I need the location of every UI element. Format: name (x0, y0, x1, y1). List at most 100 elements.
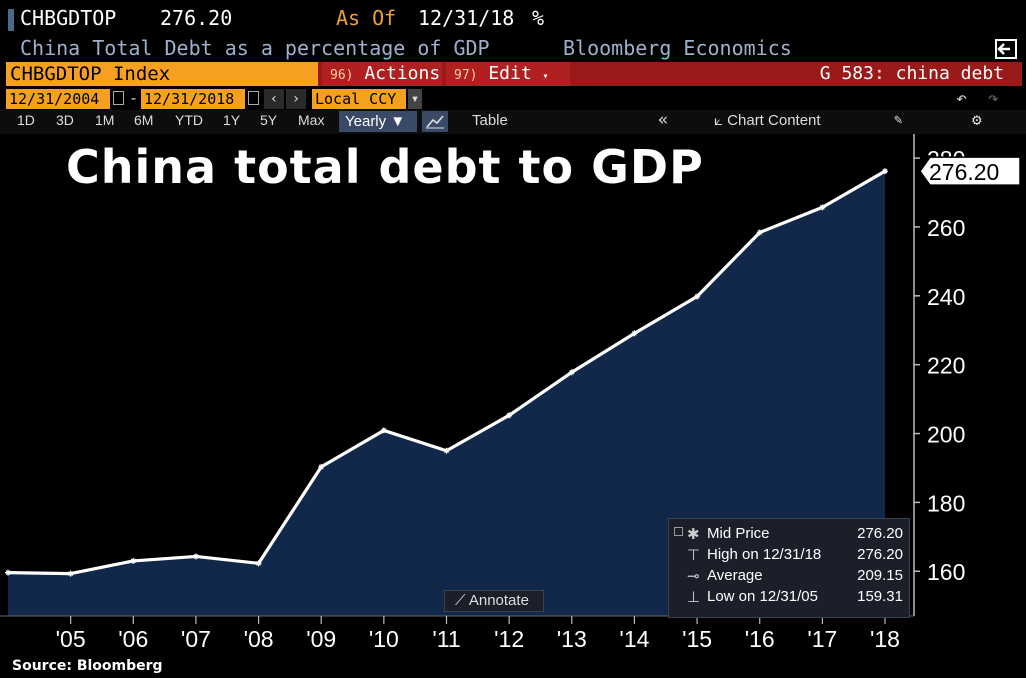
chevron-down-icon[interactable]: ▾ (408, 89, 422, 109)
y-tick-label: 220 (927, 353, 965, 379)
dropdown-arrow-icon: ▾ (542, 71, 549, 82)
y-tick-label: 200 (927, 422, 965, 448)
data-point (67, 570, 74, 577)
data-point (819, 204, 826, 211)
legend-label: High on 12/31/18 (707, 546, 822, 563)
period-3d[interactable]: 3D (56, 112, 74, 128)
series-area (8, 171, 885, 616)
data-point (506, 412, 513, 419)
chevron-right-icon[interactable]: › (286, 89, 306, 109)
x-tick-label: '12 (494, 626, 524, 652)
calendar-icon[interactable] (248, 91, 259, 105)
period-ytd[interactable]: YTD (175, 112, 203, 128)
actions-button[interactable]: 96) Actions ▾ (322, 62, 442, 108)
x-tick-label: '06 (118, 626, 148, 652)
legend-label: Low on 12/31/05 (707, 588, 818, 605)
legend-row: ⊤ High on 12/31/18 276.20 (669, 546, 909, 567)
as-of-label: As Of (336, 6, 397, 30)
legend-value: 276.20 (857, 525, 903, 542)
date-separator: - (129, 89, 139, 107)
collapse-icon[interactable]: « (658, 110, 669, 130)
annotate-button[interactable]: ⟋ Annotate (444, 590, 544, 612)
legend-value: 276.20 (857, 546, 903, 563)
data-point (5, 569, 11, 576)
x-tick-label: '05 (56, 626, 86, 652)
data-point (130, 557, 137, 564)
legend-row: ⊸ Average 209.15 (669, 567, 909, 588)
last-value: 276.20 (160, 6, 233, 30)
period-1d[interactable]: 1D (17, 112, 35, 128)
ticker-marker (8, 9, 14, 31)
y-tick-label: 260 (927, 215, 965, 241)
table-button[interactable]: Table (472, 112, 508, 129)
chart-content-label: Chart Content (727, 112, 821, 129)
ticker-symbol: CHBGDTOP (20, 6, 117, 30)
edit-icon[interactable]: ✎ (894, 112, 903, 128)
annotate-label: Annotate (468, 592, 529, 609)
legend-label: Mid Price (707, 525, 770, 542)
function-title: G 583: china debt (819, 63, 1004, 84)
edit-label: Edit (488, 63, 532, 84)
legend-collapse-icon[interactable] (674, 527, 683, 536)
x-tick-label: '11 (432, 626, 460, 652)
unit-symbol: % (532, 6, 545, 30)
security-description: China Total Debt as a percentage of GDP (20, 36, 490, 60)
redo-icon[interactable]: ↷ (988, 88, 999, 109)
chart-content-button[interactable]: ⟀ Chart Content (714, 112, 821, 129)
x-tick-label: '16 (745, 626, 775, 652)
undo-icon[interactable]: ↶ (956, 88, 967, 109)
period-1y[interactable]: 1Y (223, 112, 241, 128)
data-point (192, 553, 199, 560)
chart-title: China total debt to GDP (66, 140, 704, 194)
pencil-icon: ⟋ (455, 592, 466, 609)
x-tick-label: '13 (557, 626, 587, 652)
data-point (756, 229, 763, 236)
last-value-badge (919, 156, 1021, 186)
chevron-left-icon[interactable]: ‹ (264, 89, 284, 109)
currency-select[interactable]: Local CCY (312, 89, 406, 109)
data-point (318, 463, 325, 470)
x-tick-label: '08 (244, 626, 274, 652)
index-field[interactable]: CHBGDTOP Index (6, 62, 318, 86)
legend[interactable]: ✱ Mid Price 276.20 ⊤ High on 12/31/18 27… (668, 518, 910, 618)
edit-number: 97) (454, 68, 478, 83)
chevron-down-icon: ▼ (390, 113, 406, 130)
y-tick-label: 160 (927, 559, 965, 585)
data-point (694, 293, 701, 300)
data-point (380, 427, 387, 434)
data-point (443, 447, 450, 454)
source-note: Source: Bloomberg (12, 658, 163, 674)
x-tick-label: '18 (870, 626, 900, 652)
x-tick-label: '15 (682, 626, 712, 652)
exit-icon[interactable] (994, 38, 1018, 60)
average-icon: ⊸ (687, 568, 700, 585)
end-date-input[interactable]: 12/31/2018 (141, 89, 245, 109)
as-of-date: 12/31/18 (418, 6, 515, 30)
period-max[interactable]: Max (298, 112, 325, 128)
period-5y[interactable]: 5Y (260, 112, 278, 128)
legend-label: Average (707, 567, 763, 584)
line-chart-icon[interactable] (422, 111, 448, 132)
period-bar (0, 110, 1026, 134)
chart-content-icon: ⟀ (714, 112, 723, 129)
period-1m[interactable]: 1M (95, 112, 115, 128)
gear-icon[interactable]: ⚙ (972, 110, 982, 129)
legend-row: ✱ Mid Price 276.20 (669, 525, 909, 546)
actions-number: 96) (330, 68, 354, 83)
legend-row: ⊥ Low on 12/31/05 159.31 (669, 588, 909, 609)
frequency-select[interactable]: Yearly ▼ (339, 111, 417, 132)
legend-value: 209.15 (857, 567, 903, 584)
calendar-icon[interactable] (113, 91, 124, 105)
data-point (631, 330, 638, 337)
chart-canvas: 160180200220240260280276.20'05'06'07'08'… (0, 134, 1021, 652)
x-tick-label: '10 (369, 626, 399, 652)
x-tick-label: '17 (807, 626, 837, 652)
edit-button[interactable]: 97) Edit ▾ (446, 62, 570, 86)
period-6m[interactable]: 6M (134, 112, 154, 128)
x-tick-label: '09 (306, 626, 336, 652)
y-tick-label: 180 (927, 490, 965, 516)
start-date-input[interactable]: 12/31/2004 (6, 89, 110, 109)
actions-label: Actions (364, 63, 441, 84)
data-point (255, 560, 262, 567)
data-provider: Bloomberg Economics (563, 36, 792, 60)
